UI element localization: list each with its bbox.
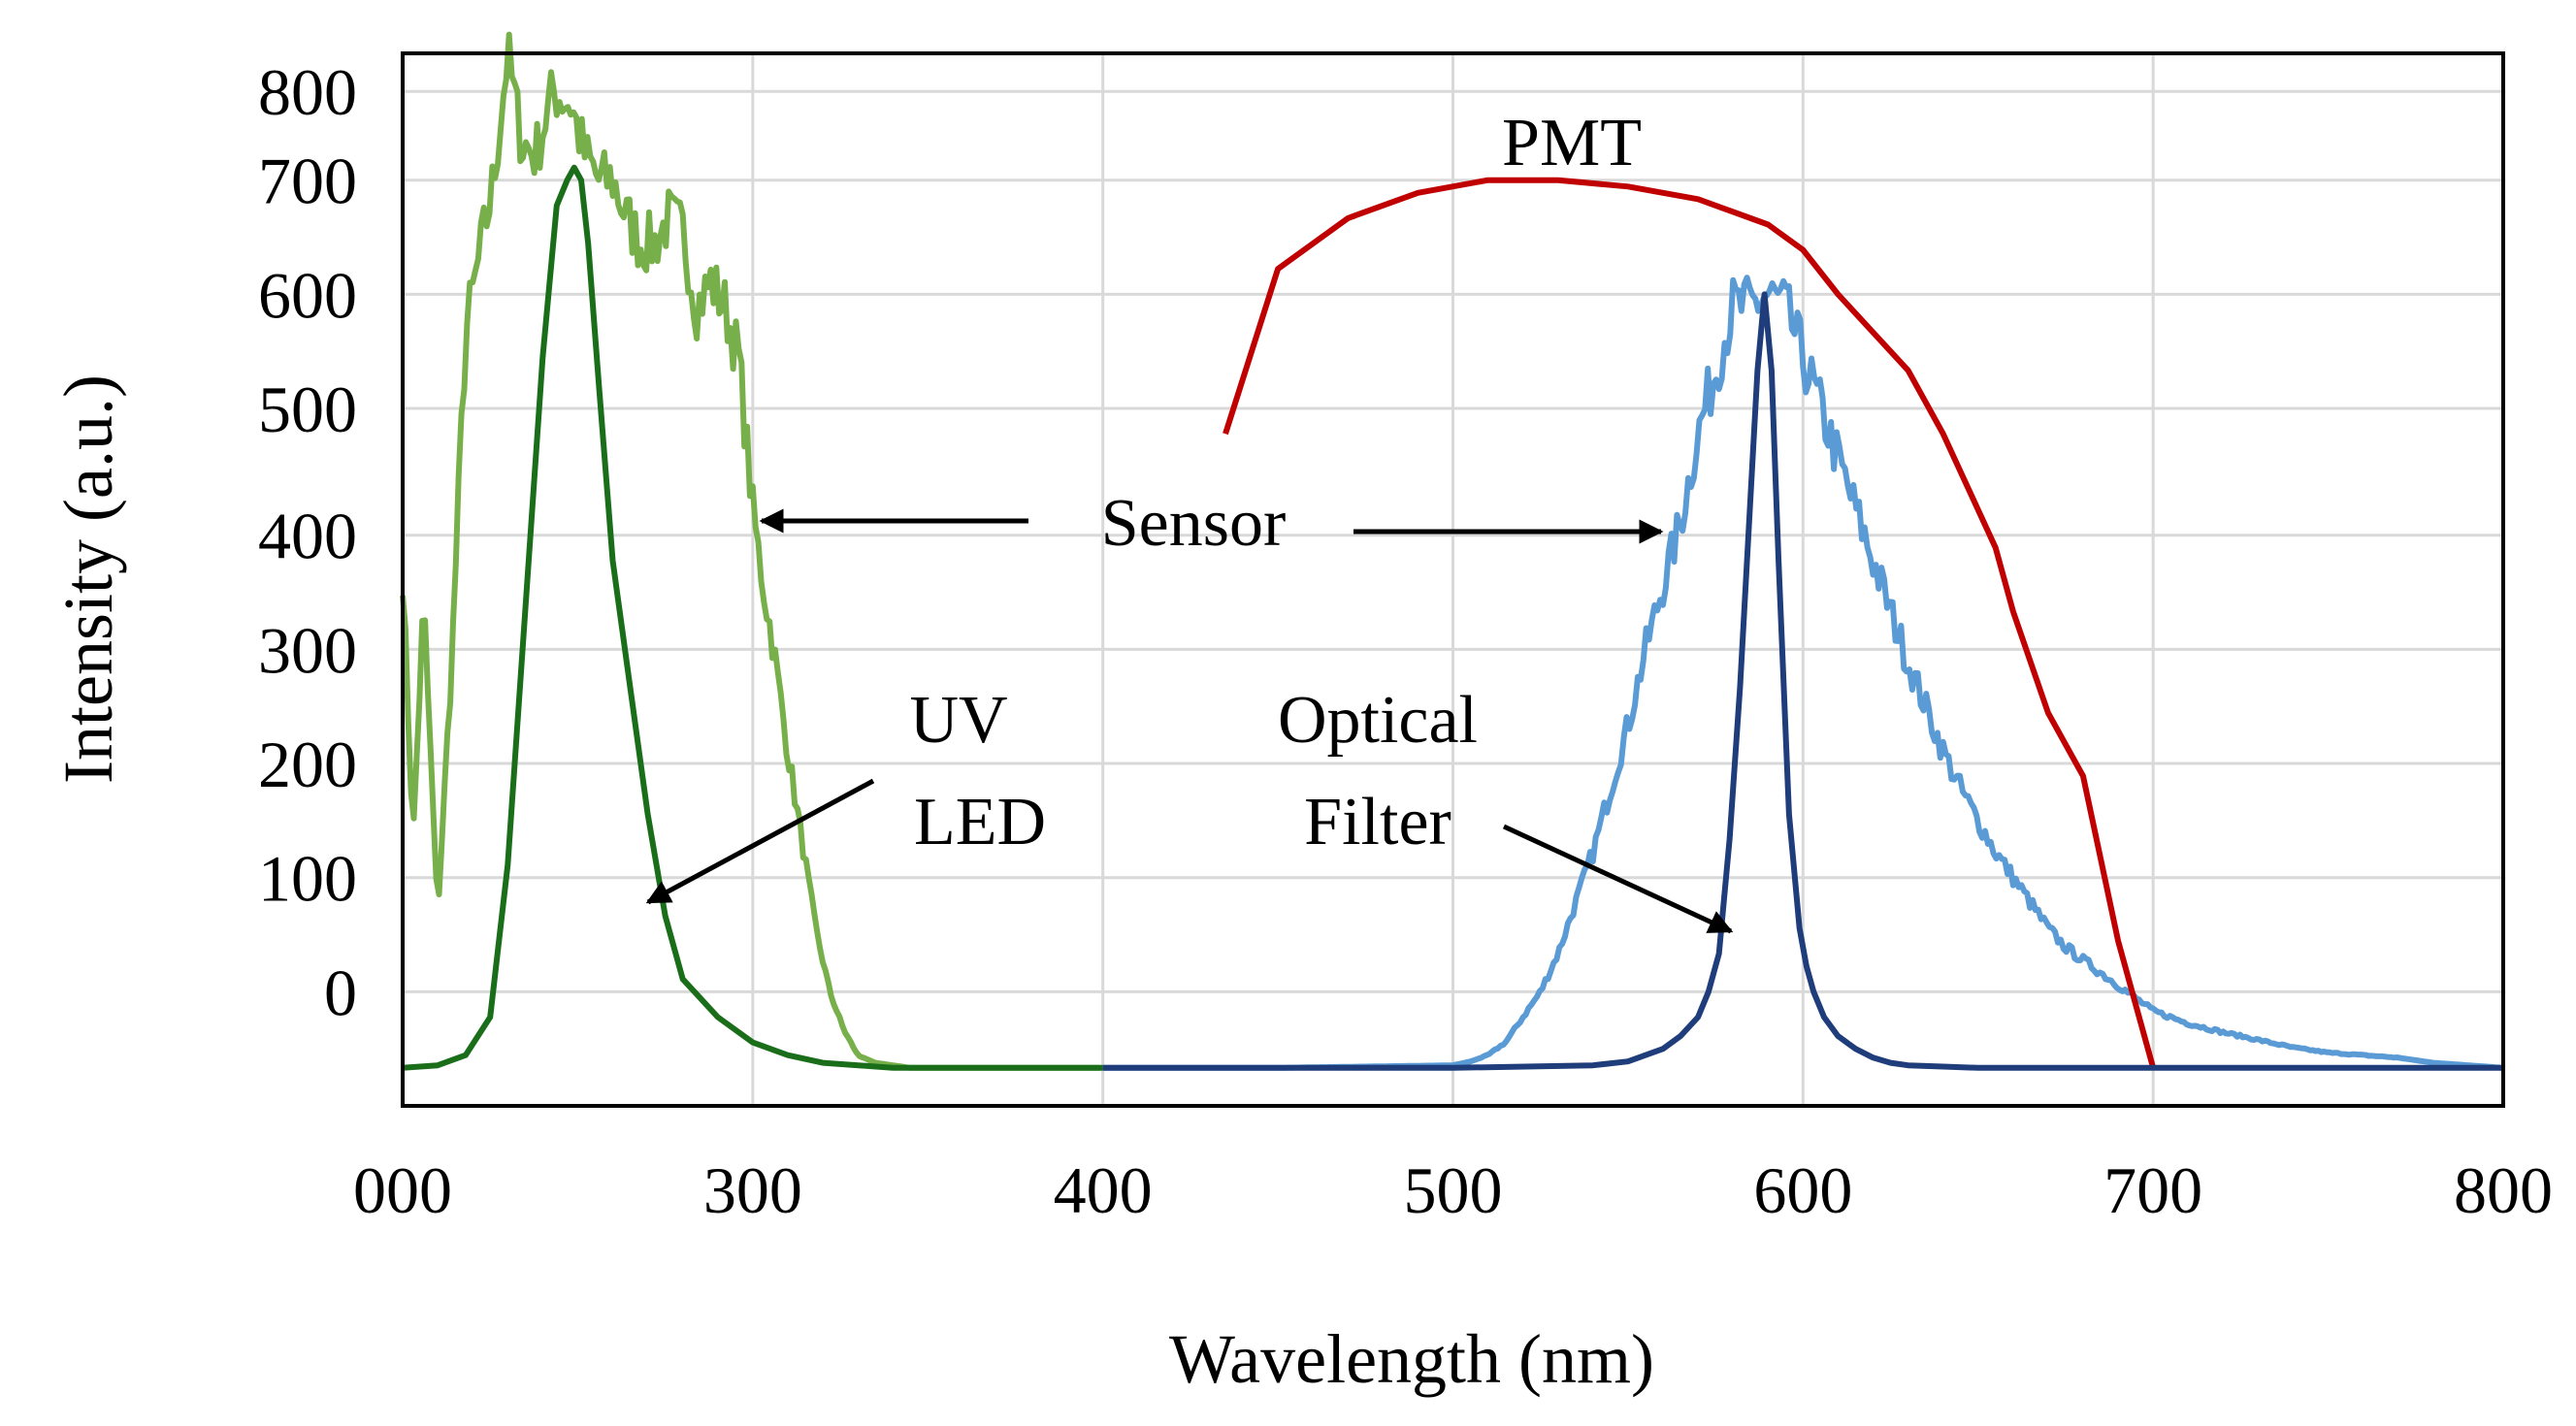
series-layer <box>400 31 2504 1071</box>
plot-area-border <box>401 51 2505 1108</box>
y-tick-label: 700 <box>258 145 357 218</box>
grid-lines <box>401 53 2505 1106</box>
x-axis-ticks: 000 300 400 500 600 700 800 <box>353 1153 2553 1227</box>
x-tick-label: 600 <box>1753 1153 1852 1227</box>
y-axis-title: Intensity (a.u.) <box>49 374 127 784</box>
x-tick-label: 700 <box>2103 1153 2202 1227</box>
y-tick-label: 300 <box>258 613 357 687</box>
annotation-sensor: Sensor <box>1101 486 1287 561</box>
annotation-optical: Optical <box>1278 683 1478 758</box>
y-axis-ticks: 800 700 600 500 400 300 200 100 0 <box>258 55 357 1029</box>
annotation-uv: UV <box>909 683 1007 758</box>
y-tick-label: 400 <box>258 500 357 573</box>
arrow-optical-filter <box>1502 824 1734 934</box>
x-tick-label: 500 <box>1404 1153 1503 1227</box>
x-tick-label: 000 <box>353 1153 452 1227</box>
y-tick-label: 200 <box>258 728 357 801</box>
y-tick-label: 100 <box>258 842 357 916</box>
x-tick-label: 300 <box>703 1153 802 1227</box>
annotations: Sensor UV LED Optical Filter PMT <box>645 106 1734 934</box>
y-tick-label: 800 <box>258 55 357 129</box>
series-optical-filter-line <box>1102 291 2503 1071</box>
annotation-filter: Filter <box>1304 785 1451 859</box>
y-tick-label: 0 <box>324 956 357 1029</box>
arrow-uv-led <box>645 778 875 905</box>
series-uv-led-line <box>402 164 1103 1071</box>
series-pmt-line <box>1223 177 2157 1069</box>
annotation-led: LED <box>914 785 1046 859</box>
x-axis-title: Wavelength (nm) <box>1169 1320 1654 1398</box>
x-tick-label: 800 <box>2454 1153 2553 1227</box>
x-tick-label: 400 <box>1054 1153 1153 1227</box>
y-tick-label: 500 <box>258 373 357 446</box>
annotation-pmt: PMT <box>1502 106 1642 180</box>
y-tick-label: 600 <box>258 258 357 332</box>
